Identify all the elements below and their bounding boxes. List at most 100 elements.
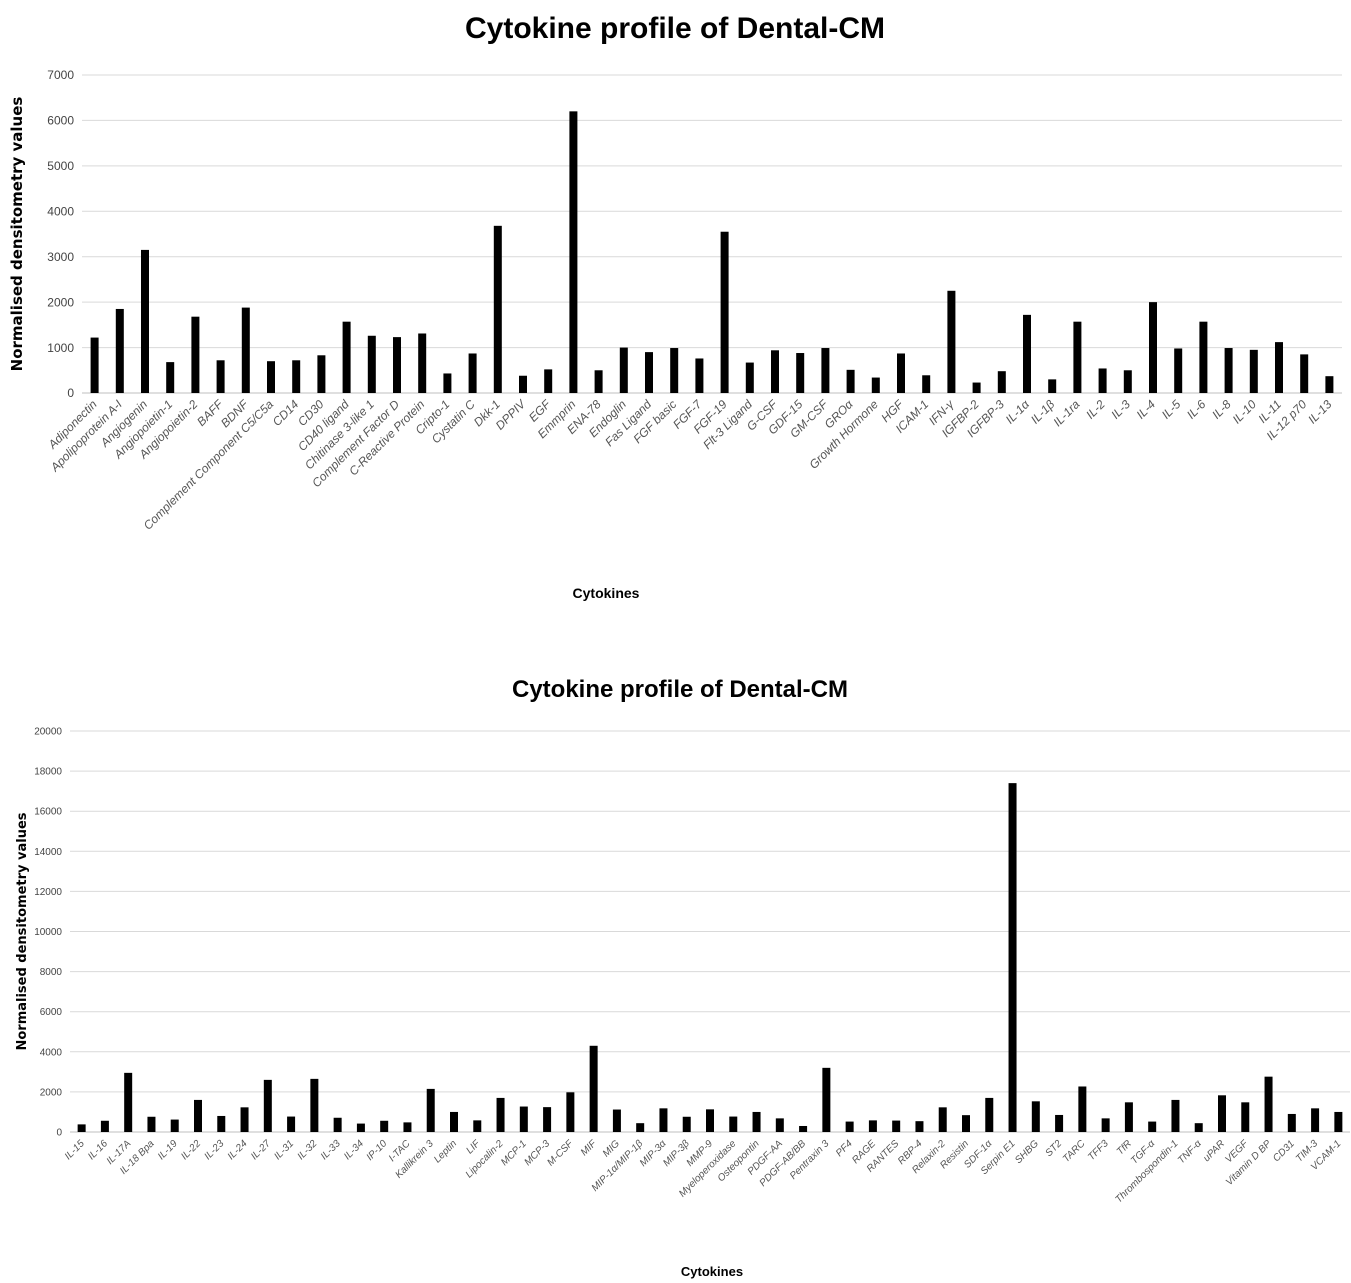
- x-tick-label: uPAR: [1201, 1138, 1227, 1164]
- x-tick-label: IL-1α: [1003, 396, 1033, 426]
- x-tick-label: Leptin: [432, 1138, 459, 1165]
- bar-myeloperoxidase: [729, 1116, 738, 1132]
- bar-shbg: [1031, 1101, 1040, 1132]
- bar-mip-1-mip-1: [636, 1123, 645, 1132]
- x-tick-label: CD14: [270, 397, 302, 429]
- bar-mcp-3: [543, 1107, 552, 1132]
- bar-cd31: [1287, 1113, 1296, 1132]
- bar-leptin: [450, 1111, 458, 1132]
- bar-apolipoprotein-a-i: [115, 308, 124, 393]
- bar-dppiv: [519, 375, 527, 393]
- bar-tfr: [1124, 1102, 1133, 1132]
- x-tick-label: SHBG: [1013, 1138, 1041, 1166]
- bar-cd40-ligand: [342, 321, 351, 393]
- bar-il-16: [100, 1120, 109, 1132]
- bar-growth-hormone: [871, 377, 880, 393]
- x-tick-label: IL-3: [1108, 397, 1133, 422]
- y-tick-label: 4000: [40, 1047, 63, 1058]
- bar-icam-1: [922, 375, 931, 393]
- y-tick-label: 20000: [34, 727, 62, 738]
- bar-serpin-e1: [1008, 783, 1017, 1132]
- bar-rbp-4: [915, 1121, 924, 1132]
- bar-upar: [1218, 1095, 1226, 1132]
- bar-mcp-1: [519, 1106, 528, 1132]
- bar-il-27: [263, 1079, 272, 1132]
- x-tick-label: M-CSF: [545, 1138, 576, 1169]
- bar-mig: [612, 1109, 621, 1132]
- bar-il-17a: [124, 1072, 133, 1132]
- x-tick-label: IL-4: [1134, 397, 1159, 422]
- x-tick-label: TNF-α: [1176, 1138, 1204, 1166]
- x-tick-label: IL-19: [156, 1138, 180, 1162]
- x-tick-label: IL-23: [202, 1138, 226, 1162]
- bar-resistin: [962, 1115, 970, 1132]
- bar-adiponectin: [90, 337, 99, 393]
- bar-endoglin: [619, 347, 628, 393]
- y-tick-label: 10000: [34, 927, 62, 938]
- bar-pdgf-aa: [775, 1118, 784, 1132]
- x-tick-label: MIF: [579, 1138, 600, 1159]
- bar-mmp-9: [706, 1109, 714, 1132]
- bar-il-1: [1023, 314, 1031, 393]
- bar-ifn: [947, 290, 956, 393]
- bar-gm-csf: [821, 348, 830, 393]
- bar-st2: [1055, 1114, 1064, 1132]
- bar-il-31: [287, 1116, 296, 1132]
- bar-tgf: [1148, 1121, 1157, 1132]
- bar-gdf-15: [796, 353, 805, 393]
- bar-lif: [473, 1120, 482, 1132]
- x-tick-label: IL-1ra: [1050, 397, 1082, 429]
- x-tick-label: IL-33: [319, 1138, 343, 1162]
- bar-rage: [868, 1120, 877, 1132]
- bar-g-csf: [771, 350, 779, 393]
- bar-dkk-1: [493, 225, 502, 393]
- bar-il-22: [194, 1099, 202, 1132]
- bar-sdf-1: [985, 1097, 994, 1132]
- bar-tarc: [1078, 1086, 1087, 1132]
- y-tick-label: 0: [56, 1128, 62, 1139]
- x-tick-label: CD31: [1271, 1138, 1297, 1164]
- bar-il-13: [1325, 376, 1334, 393]
- bar-il-19: [170, 1119, 179, 1132]
- bar-i-tac: [403, 1122, 412, 1132]
- bar-kallikrein-3: [426, 1088, 435, 1132]
- x-tick-label: IP-10: [365, 1138, 390, 1163]
- bar-tff3: [1101, 1118, 1110, 1132]
- bar-flt-3-ligand: [745, 362, 754, 393]
- bar-il-15: [77, 1124, 86, 1132]
- bar-il-12-p70: [1300, 354, 1309, 393]
- y-axis-label: Normalised densitometry values: [15, 812, 30, 1050]
- bar-angiogenin: [141, 249, 149, 393]
- bar-bdnf: [241, 307, 250, 393]
- y-tick-label: 14000: [34, 847, 62, 858]
- bar-angiopoietin-1: [166, 362, 175, 393]
- bar-fgf-19: [720, 231, 729, 393]
- x-tick-label: IL-10: [1230, 397, 1259, 426]
- bar-il-8: [1224, 348, 1233, 393]
- bar-hgf: [897, 353, 905, 393]
- bar-pentraxin-3: [822, 1067, 831, 1132]
- chart-title: Cytokine profile of Dental-CM: [512, 676, 848, 703]
- bar-igfbp-2: [972, 382, 981, 393]
- x-tick-label: LIF: [464, 1138, 483, 1157]
- bar-mip-3: [659, 1108, 668, 1132]
- x-tick-label: IL-6: [1184, 397, 1209, 422]
- bar-il-24: [240, 1107, 249, 1132]
- x-tick-label: IL-34: [342, 1138, 366, 1162]
- y-axis-label: Normalised densitometry values: [8, 97, 26, 372]
- y-tick-label: 1000: [47, 341, 74, 355]
- y-tick-label: 16000: [34, 807, 62, 818]
- bar-m-csf: [566, 1092, 575, 1132]
- bar-ena-78: [594, 370, 603, 393]
- x-tick-label: IL-22: [179, 1138, 203, 1162]
- bar-fgf-7: [695, 358, 704, 393]
- bar-gro: [846, 369, 855, 393]
- y-tick-label: 0: [67, 386, 74, 400]
- bar-c-reactive-protein: [418, 333, 427, 393]
- x-tick-label: IL-27: [249, 1138, 273, 1162]
- bar-mip-3: [682, 1116, 691, 1132]
- bar-rantes: [892, 1120, 901, 1132]
- x-axis-label: Cytokines: [573, 585, 640, 601]
- bar-lipocalin-2: [496, 1097, 505, 1132]
